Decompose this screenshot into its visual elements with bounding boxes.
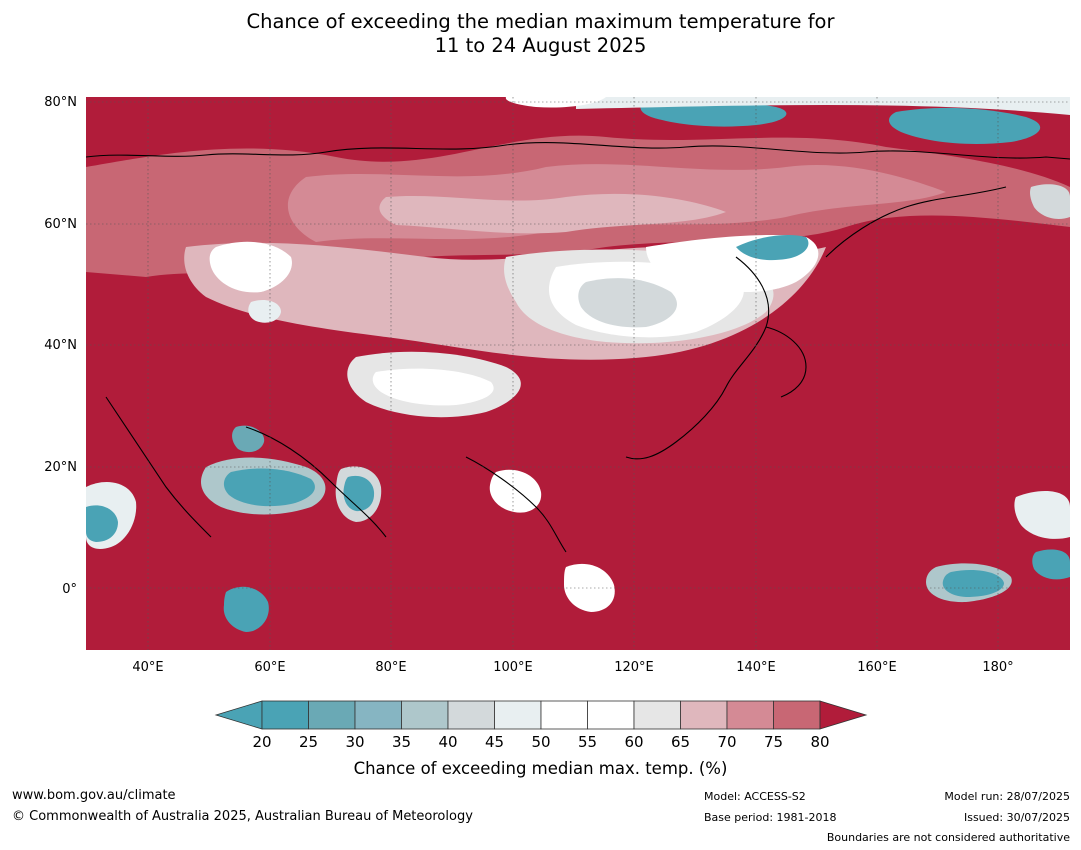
colorbar-above-80-arrow	[819, 700, 868, 730]
lon-label-180: 180°	[982, 660, 1014, 675]
colorbar-cells	[261, 700, 821, 730]
colorbar-cell-70	[726, 700, 774, 730]
region-arctic-kara-50	[505, 97, 606, 108]
coastline-india	[245, 426, 387, 538]
lon-label-60e: 60°E	[254, 660, 286, 675]
colorbar-cell-40	[447, 700, 495, 730]
colorbar	[214, 700, 868, 730]
colorbar-tick-40: 40	[438, 733, 458, 751]
coastline-arctic	[86, 142, 1070, 160]
colorbar-tick-55: 55	[577, 733, 598, 751]
colorbar-cell-50	[540, 700, 588, 730]
region-western-pacific-20	[942, 570, 1004, 597]
lon-label-140e: 140°E	[736, 660, 776, 675]
boundaries-disclaimer: Boundaries are not considered authoritat…	[826, 831, 1070, 844]
colorbar-tick-30: 30	[345, 733, 365, 751]
coastline-japan	[765, 326, 807, 398]
region-gulf-of-oman-25	[232, 425, 265, 453]
colorbar-cell-55	[587, 700, 635, 730]
region-indian-ocean-20	[223, 586, 269, 632]
colorbar-tick-80: 80	[810, 733, 830, 751]
title-line-2: 11 to 24 August 2025	[434, 34, 647, 57]
website-link[interactable]: www.bom.gov.au/climate	[12, 788, 176, 803]
colorbar-cell-65	[680, 700, 728, 730]
lat-label-80n: 80°N	[44, 95, 77, 110]
region-arctic-chukchi-20	[889, 107, 1041, 144]
region-caspian-45	[248, 300, 281, 323]
map-svg	[86, 97, 1070, 650]
forecast-map	[86, 97, 1070, 650]
lon-label-40e: 40°E	[132, 660, 164, 675]
lat-label-0: 0°	[62, 582, 77, 597]
colorbar-tick-70: 70	[717, 733, 737, 751]
colorbar-tick-60: 60	[624, 733, 644, 751]
graticule	[86, 97, 1070, 650]
colorbar-cell-30	[354, 700, 402, 730]
region-mongolia-40	[578, 278, 677, 328]
lon-label-120e: 120°E	[614, 660, 654, 675]
region-bay-of-bengal-20	[343, 475, 375, 512]
coastline-kamchatka	[825, 186, 1007, 258]
colorbar-cell-35	[401, 700, 449, 730]
region-indochina-50	[489, 469, 542, 513]
colorbar-tick-20: 20	[252, 733, 272, 751]
issued-date: Issued: 30/07/2025	[963, 811, 1070, 824]
colorbar-cell-25	[308, 700, 356, 730]
coastline-east-asia	[625, 256, 770, 460]
coastline-southeast-asia	[465, 456, 567, 553]
colorbar-tick-25: 25	[298, 733, 319, 751]
map-title: Chance of exceeding the median maximum t…	[0, 10, 1081, 58]
lon-label-160e: 160°E	[857, 660, 897, 675]
colorbar-cell-75	[773, 700, 821, 730]
region-tibet-50	[372, 368, 494, 406]
region-arabian-sea-20	[223, 468, 315, 507]
region-pacific-east-45	[1014, 491, 1070, 539]
colorbar-tick-65: 65	[670, 733, 691, 751]
base-period: Base period: 1981-2018	[704, 811, 837, 824]
model-name: Model: ACCESS-S2	[704, 790, 806, 803]
model-run-date: Model run: 28/07/2025	[944, 790, 1070, 803]
coastlines	[86, 142, 1070, 553]
probability-regions	[86, 97, 1070, 632]
colorbar-cell-45	[494, 700, 542, 730]
lat-label-60n: 60°N	[44, 217, 77, 232]
colorbar-tick-50: 50	[531, 733, 551, 751]
region-horn-of-africa-20	[86, 505, 118, 542]
region-siberia-65	[379, 193, 726, 234]
coastline-arabia	[105, 396, 212, 538]
title-line-1: Chance of exceeding the median maximum t…	[246, 10, 835, 33]
colorbar-tick-35: 35	[391, 733, 412, 751]
lon-label-80e: 80°E	[375, 660, 407, 675]
region-pacific-east-20	[1032, 549, 1070, 580]
colorbar-tick-45: 45	[484, 733, 505, 751]
colorbar-label: Chance of exceeding median max. temp. (%…	[353, 759, 728, 778]
colorbar-tick-75: 75	[763, 733, 784, 751]
copyright-text: © Commonwealth of Australia 2025, Austra…	[12, 809, 473, 824]
region-kazakhstan-55	[209, 241, 292, 293]
lat-label-20n: 20°N	[44, 460, 77, 475]
colorbar-below-20-arrow	[214, 700, 263, 730]
region-okhotsk-20	[736, 235, 809, 261]
lon-label-100e: 100°E	[493, 660, 533, 675]
lat-label-40n: 40°N	[44, 338, 77, 353]
region-borneo-50	[564, 563, 615, 612]
region-pacific-northeast-40	[1030, 184, 1070, 219]
colorbar-cell-20	[261, 700, 309, 730]
colorbar-cell-60	[633, 700, 681, 730]
region-arctic-laptev-45	[576, 97, 1070, 115]
